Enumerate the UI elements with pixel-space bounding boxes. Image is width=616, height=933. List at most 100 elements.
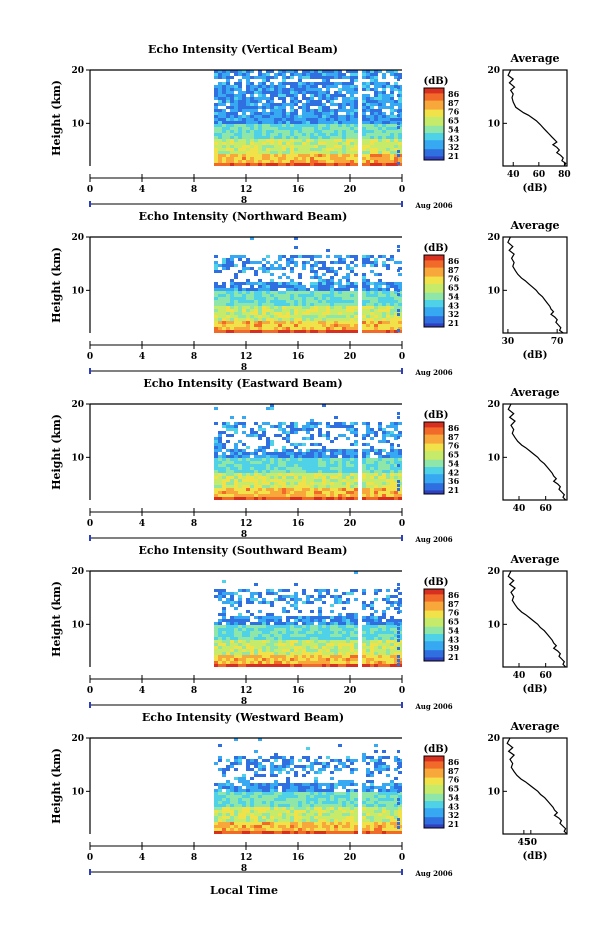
heatmap-cell: [302, 428, 306, 431]
heatmap-cell: [258, 425, 262, 428]
heatmap-cell: [246, 258, 250, 261]
heatmap-cell: [342, 73, 346, 76]
heatmap-cell: [262, 79, 266, 82]
heatmap-cell: [370, 312, 374, 315]
heatmap-cell: [370, 154, 374, 157]
heatmap-cell: [258, 85, 262, 88]
heatmap-cell: [310, 270, 314, 273]
heatmap-cell: [218, 124, 222, 127]
heatmap-cell: [338, 145, 342, 148]
heatmap-cell: [362, 264, 366, 267]
heatmap-cell: [362, 315, 366, 318]
heatmap-cell: [330, 157, 334, 160]
heatmap-cell: [290, 422, 294, 425]
heatmap-cell: [242, 452, 246, 455]
heatmap-cell: [262, 497, 266, 500]
heatmap-cell: [378, 652, 382, 655]
heatmap-cell: [278, 97, 282, 100]
heatmap-cell: [314, 157, 318, 160]
heatmap-cell: [290, 649, 294, 652]
heatmap-cell: [370, 661, 374, 664]
heatmap-cell: [238, 288, 242, 291]
heatmap-cell: [226, 82, 230, 85]
heatmap-cell: [330, 76, 334, 79]
heatmap-cell: [282, 324, 286, 327]
heatmap-cell: [362, 160, 366, 163]
heatmap-cell: [214, 437, 218, 440]
heatmap-cell: [278, 139, 282, 142]
heatmap-cell: [218, 309, 222, 312]
heatmap-cell: [258, 327, 262, 330]
heatmap-cell: [274, 816, 278, 819]
heatmap-cell: [390, 294, 394, 297]
heatmap-cell: [234, 628, 238, 631]
heatmap-cell: [374, 485, 378, 488]
profile-y-tick-label: 10: [487, 620, 500, 630]
heatmap-cell: [254, 303, 258, 306]
heatmap-cell: [310, 634, 314, 637]
heatmap-cell: [306, 425, 310, 428]
heatmap-cell: [354, 631, 358, 634]
heatmap-cell: [330, 631, 334, 634]
heatmap-cell: [318, 652, 322, 655]
heatmap-cell: [314, 461, 318, 464]
heatmap-cell: [238, 136, 242, 139]
heatmap-cell: [246, 625, 250, 628]
heatmap-cell: [242, 658, 246, 661]
heatmap-cell: [342, 452, 346, 455]
heatmap-cell: [286, 795, 290, 798]
heatmap-cell: [262, 434, 266, 437]
heatmap-cell: [394, 136, 398, 139]
heatmap-cell: [230, 109, 234, 112]
heatmap-cell: [354, 145, 358, 148]
heatmap-cell: [290, 470, 294, 473]
heatmap-cell: [262, 491, 266, 494]
heatmap-cell: [302, 601, 306, 604]
heatmap-cell: [290, 115, 294, 118]
heatmap-cell: [318, 488, 322, 491]
heatmap-cell: [314, 655, 318, 658]
heatmap-cell: [342, 601, 346, 604]
heatmap-cell: [286, 82, 290, 85]
heatmap-cell: [326, 94, 330, 97]
heatmap-cell: [218, 97, 222, 100]
heatmap-cell: [254, 148, 258, 151]
heatmap-cell: [242, 297, 246, 300]
heatmap-cell: [274, 452, 278, 455]
heatmap-cell: [314, 482, 318, 485]
heatmap-cell: [306, 449, 310, 452]
heatmap-cell: [278, 461, 282, 464]
heatmap-cell: [354, 318, 358, 321]
heatmap-cell: [386, 85, 390, 88]
heatmap-cell: [246, 655, 250, 658]
profile-line: [508, 571, 565, 667]
heatmap-cell: [334, 655, 338, 658]
heatmap-cell: [370, 157, 374, 160]
heatmap-cell: [294, 583, 298, 586]
heatmap-cell: [354, 649, 358, 652]
heatmap-cell: [346, 76, 350, 79]
heatmap-cell: [310, 640, 314, 643]
heatmap-cell: [390, 154, 394, 157]
heatmap-cell: [338, 130, 342, 133]
heatmap-cell: [294, 255, 298, 258]
heatmap-cell: [290, 309, 294, 312]
heatmap-cell: [266, 443, 270, 446]
heatmap-cell: [346, 458, 350, 461]
heatmap-cell: [250, 97, 254, 100]
heatmap-cell: [222, 616, 226, 619]
heatmap-cell: [370, 115, 374, 118]
heatmap-cell: [222, 461, 226, 464]
heatmap-cell: [282, 807, 286, 810]
heatmap-cell: [298, 464, 302, 467]
heatmap-cell: [314, 273, 318, 276]
heatmap-cell: [386, 658, 390, 661]
date-marker: 8: [241, 697, 247, 707]
heatmap-cell: [370, 297, 374, 300]
heatmap-cell: [238, 121, 242, 124]
heatmap-cell: [390, 476, 394, 479]
heatmap-cell: [270, 494, 274, 497]
heatmap-cell: [226, 88, 230, 91]
heatmap-cell: [390, 130, 394, 133]
heatmap-cell: [310, 646, 314, 649]
